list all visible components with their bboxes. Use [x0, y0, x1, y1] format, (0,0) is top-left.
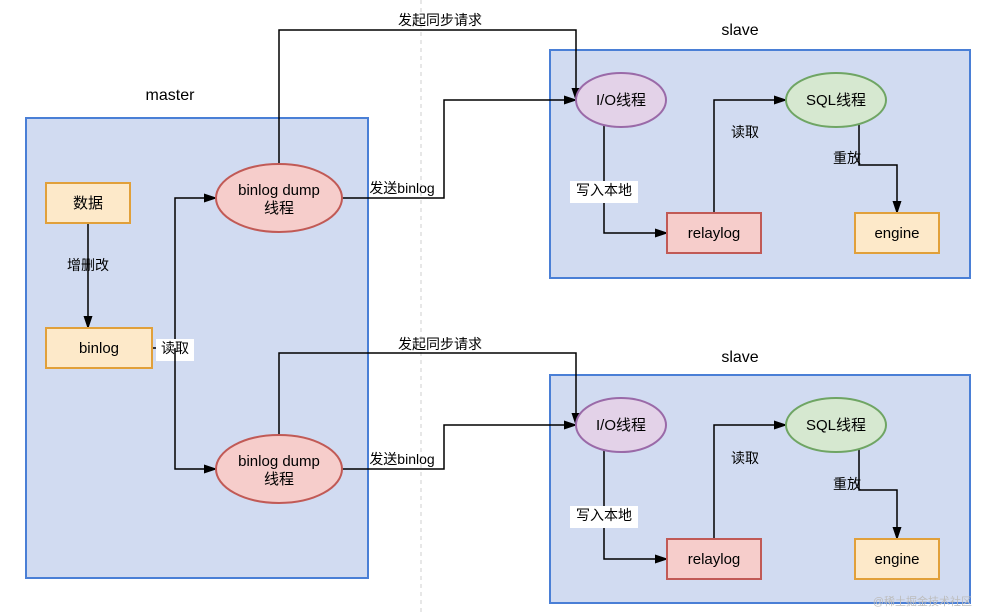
ellipse-label-sql2: SQL线程: [806, 417, 866, 434]
ellipse-label1-dump2: binlog dump: [238, 453, 320, 470]
ellipse-label-sql1: SQL线程: [806, 92, 866, 109]
box-label-relay1: relaylog: [688, 225, 741, 242]
edge-label-e_sql2_engine: 重放: [833, 476, 861, 492]
edge-label-e_sql1_engine: 重放: [833, 150, 861, 166]
edge-label-e_relay2_sql: 读取: [731, 450, 759, 466]
box-label-data: 数据: [73, 195, 103, 212]
edge-label-e_dump1_req: 发起同步请求: [398, 12, 482, 28]
box-label-engine2: engine: [874, 551, 919, 568]
ellipse-label2-dump1: 线程: [264, 200, 294, 217]
edge-label-e_relay1_sql: 读取: [731, 124, 759, 140]
edge-label-e_io1_write: 写入本地: [576, 182, 632, 198]
panel-title-slave1: slave: [721, 22, 758, 39]
edge-label-e_dump2_send: 发送binlog: [369, 451, 434, 467]
box-label-engine1: engine: [874, 225, 919, 242]
edge-label-e_io2_write: 写入本地: [576, 507, 632, 523]
ellipse-label-io1: I/O线程: [596, 92, 646, 109]
replication-diagram: masterslaveslave增删改读取发起同步请求发送binlog写入本地读…: [0, 0, 983, 613]
edge-label-e_dump1_send: 发送binlog: [369, 180, 434, 196]
edge-label-e_data_binlog: 增删改: [67, 257, 109, 273]
panel-title-master: master: [146, 87, 196, 104]
box-label-relay2: relaylog: [688, 551, 741, 568]
panel-title-slave2: slave: [721, 349, 758, 366]
ellipse-label-io2: I/O线程: [596, 417, 646, 434]
ellipse-label1-dump1: binlog dump: [238, 182, 320, 199]
watermark: @稀土掘金技术社区: [873, 594, 972, 608]
ellipse-label2-dump2: 线程: [264, 471, 294, 488]
edge-label-e_dump2_req: 发起同步请求: [398, 336, 482, 352]
box-label-binlog: binlog: [79, 340, 119, 357]
